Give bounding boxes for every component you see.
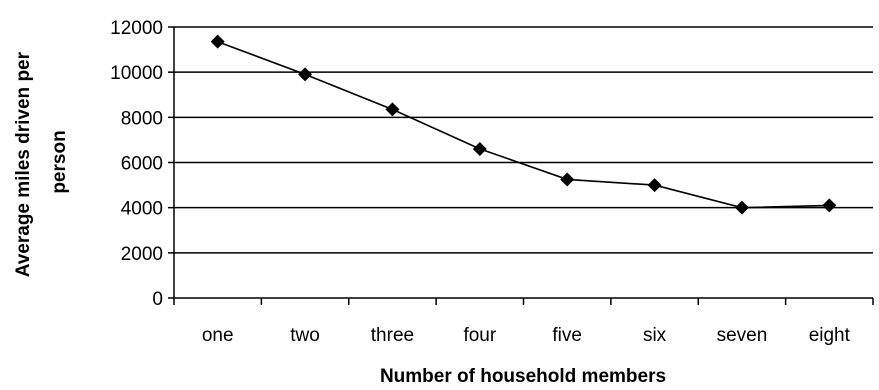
data-point-seven: [734, 200, 749, 215]
series-line-0: [217, 40, 830, 209]
x-tick-labels: one two three four five six seven eight: [202, 325, 851, 346]
x-tick-label-six: six: [643, 325, 667, 346]
y-tick-label: 0: [152, 289, 163, 310]
data-point-two: [298, 67, 313, 82]
data-point-three: [385, 102, 400, 117]
axis-titles: Number of household members Average mile…: [13, 47, 666, 387]
x-axis-title: Number of household members: [380, 366, 666, 387]
data-point-six: [647, 178, 662, 193]
y-tick-labels: 0 2000 4000 6000 8000 10000 12000: [110, 18, 163, 310]
data-point-one: [210, 34, 225, 49]
x-tick-label-three: three: [371, 325, 414, 346]
y-tick-label: 4000: [121, 199, 163, 220]
y-axis-title-line-1: Average miles driven per: [13, 51, 34, 277]
axes: [168, 26, 874, 305]
x-tick-label-seven: seven: [717, 325, 768, 346]
x-tick-label-two: two: [290, 325, 320, 346]
x-tick-label-eight: eight: [809, 325, 851, 346]
gridlines: [174, 26, 873, 254]
x-tick-label-four: four: [463, 325, 496, 346]
y-tick-label: 6000: [121, 154, 163, 175]
x-tick-label-one: one: [202, 325, 234, 346]
y-tick-label: 10000: [110, 63, 163, 84]
y-axis-title: Average miles driven per person: [13, 47, 70, 278]
data-point-four: [472, 141, 487, 156]
y-tick-label: 2000: [121, 244, 163, 265]
y-tick-label: 8000: [121, 108, 163, 129]
x-tick-label-five: five: [552, 325, 582, 346]
series: [210, 34, 837, 215]
y-axis-title-line-2: person: [49, 130, 70, 193]
data-point-five: [560, 172, 575, 187]
data-point-eight: [822, 198, 837, 213]
y-tick-label: 12000: [110, 18, 163, 39]
